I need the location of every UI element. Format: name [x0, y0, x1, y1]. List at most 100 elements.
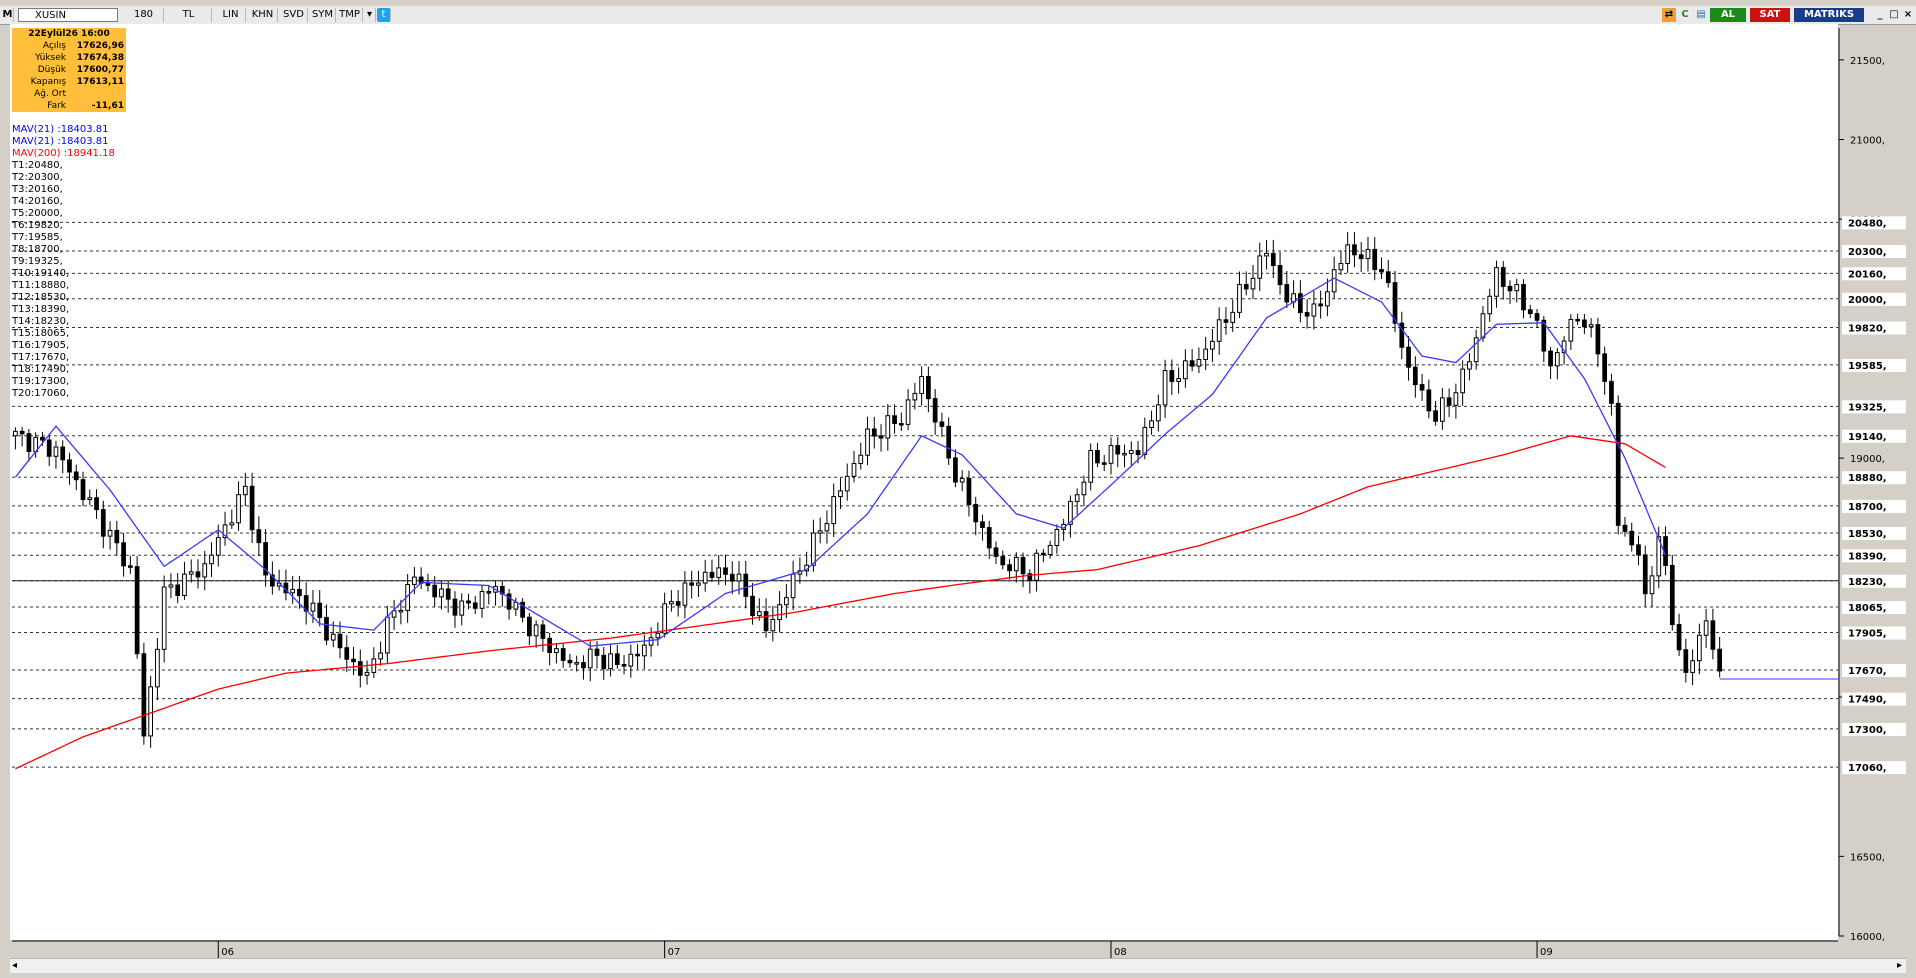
level-price-label: 17300, — [1848, 725, 1887, 736]
candle-down — [46, 439, 52, 457]
candle-up — [851, 463, 857, 477]
candle-up — [1013, 556, 1019, 572]
level-price-tag — [1842, 216, 1906, 230]
candle-up — [236, 494, 241, 524]
tmp-button[interactable]: TMP — [337, 8, 363, 22]
time-tick-label: 07 — [668, 947, 681, 958]
candle-up — [229, 522, 235, 526]
level-price-label: 20300, — [1848, 247, 1887, 258]
candle-up — [1210, 340, 1215, 350]
candle-down — [898, 423, 904, 426]
dropdown-arrow-icon[interactable]: ▾ — [364, 8, 376, 22]
candle-down — [425, 582, 431, 586]
level-price-label: 20000, — [1848, 295, 1887, 306]
minimize-icon[interactable]: _ — [1877, 9, 1883, 20]
candle-up — [1690, 660, 1695, 673]
sell-button[interactable]: SAT — [1750, 8, 1790, 22]
candle-up — [682, 582, 688, 606]
khn-button[interactable]: KHN — [248, 8, 278, 22]
info-value: 17600,77 — [76, 65, 124, 75]
candle-up — [1473, 337, 1479, 363]
candle-down — [946, 425, 952, 459]
candle-down — [729, 573, 735, 582]
candle-up — [912, 392, 918, 401]
candle-down — [1406, 346, 1411, 368]
info-value: 17674,38 — [76, 53, 124, 63]
level-price-tag — [1842, 549, 1906, 563]
candle-down — [709, 571, 715, 578]
level-item: T19:17300, — [12, 376, 70, 387]
symbol-input[interactable]: XUSIN — [18, 8, 118, 22]
candle-down — [40, 436, 45, 441]
candle-up — [155, 648, 160, 688]
level-price-tag — [1842, 245, 1906, 259]
candle-up — [330, 633, 336, 641]
plot-area[interactable] — [10, 24, 1838, 940]
candle-up — [391, 610, 397, 618]
level-price-label: 19820, — [1848, 323, 1887, 334]
candle-down — [1500, 267, 1506, 287]
candle-down — [26, 433, 32, 453]
level-item: T11:18880, — [12, 280, 70, 291]
candle-up — [1155, 404, 1161, 422]
indicator-label[interactable]: MAV(21) :18403.81 — [12, 136, 109, 147]
refresh-icon[interactable]: ⇄ — [1662, 8, 1676, 22]
level-price-tag — [1842, 761, 1906, 775]
candle-down — [1419, 384, 1425, 391]
candle-up — [242, 485, 248, 496]
candle-down — [560, 648, 566, 661]
info-row: Ağ. Ort — [12, 88, 126, 100]
svd-button[interactable]: SVD — [280, 8, 308, 22]
level-price-label: 20160, — [1848, 269, 1887, 280]
candle-up — [1345, 244, 1351, 265]
level-item: T4:20160, — [12, 196, 63, 207]
indicator-label[interactable]: MAV(21) :18403.81 — [12, 124, 109, 135]
candle-up — [533, 624, 539, 637]
candle-up — [1480, 313, 1486, 339]
candle-up — [479, 591, 485, 609]
candle-down — [127, 565, 133, 568]
buy-button[interactable]: AL — [1710, 8, 1746, 22]
currency-selector[interactable]: TL — [166, 8, 212, 22]
level-item: T10:19140, — [12, 268, 70, 279]
scroll-left-icon[interactable]: ◂ — [12, 960, 18, 971]
horizontal-scrollbar[interactable]: ◂ ▸ — [10, 958, 1906, 973]
candles — [13, 231, 1723, 748]
candle-up — [669, 601, 674, 605]
candle-up — [608, 653, 613, 670]
level-price-label: 18530, — [1848, 529, 1887, 540]
candle-up — [412, 576, 417, 585]
chart-c-icon[interactable]: C — [1681, 9, 1689, 20]
level-price-label: 17490, — [1848, 695, 1887, 706]
maximize-icon[interactable]: □ — [1889, 9, 1899, 20]
candle-down — [1101, 462, 1107, 465]
candle-up — [736, 573, 742, 582]
price-tick-label: 16000, — [1850, 932, 1885, 943]
candle-down — [1284, 284, 1290, 303]
candle-down — [1595, 324, 1601, 355]
candle-down — [351, 658, 356, 663]
sym-button[interactable]: SYM — [310, 8, 336, 22]
twitter-icon[interactable]: t — [377, 8, 391, 22]
candle-down — [621, 663, 627, 667]
matriks-logo-icon[interactable]: M — [2, 8, 14, 22]
candle-down — [1446, 397, 1452, 406]
candle-down — [594, 648, 600, 656]
candle-up — [87, 497, 93, 501]
level-item: T12:18530, — [12, 292, 70, 303]
lin-button[interactable]: LIN — [216, 8, 246, 22]
candle-up — [770, 618, 776, 632]
candle-down — [1372, 248, 1378, 271]
layout-icon[interactable]: ▤ — [1696, 9, 1706, 20]
candle-up — [1649, 575, 1655, 595]
candle-down — [1304, 312, 1310, 317]
candle-up — [824, 523, 830, 532]
indicator-label[interactable]: MAV(200) :18941.18 — [12, 148, 115, 159]
scroll-right-icon[interactable]: ▸ — [1896, 960, 1902, 971]
level-item: T2:20300, — [12, 172, 63, 183]
level-item: T8:18700, — [12, 244, 63, 255]
close-icon[interactable]: × — [1903, 9, 1913, 20]
candle-down — [763, 611, 769, 632]
period-selector[interactable]: 180 — [124, 8, 164, 22]
